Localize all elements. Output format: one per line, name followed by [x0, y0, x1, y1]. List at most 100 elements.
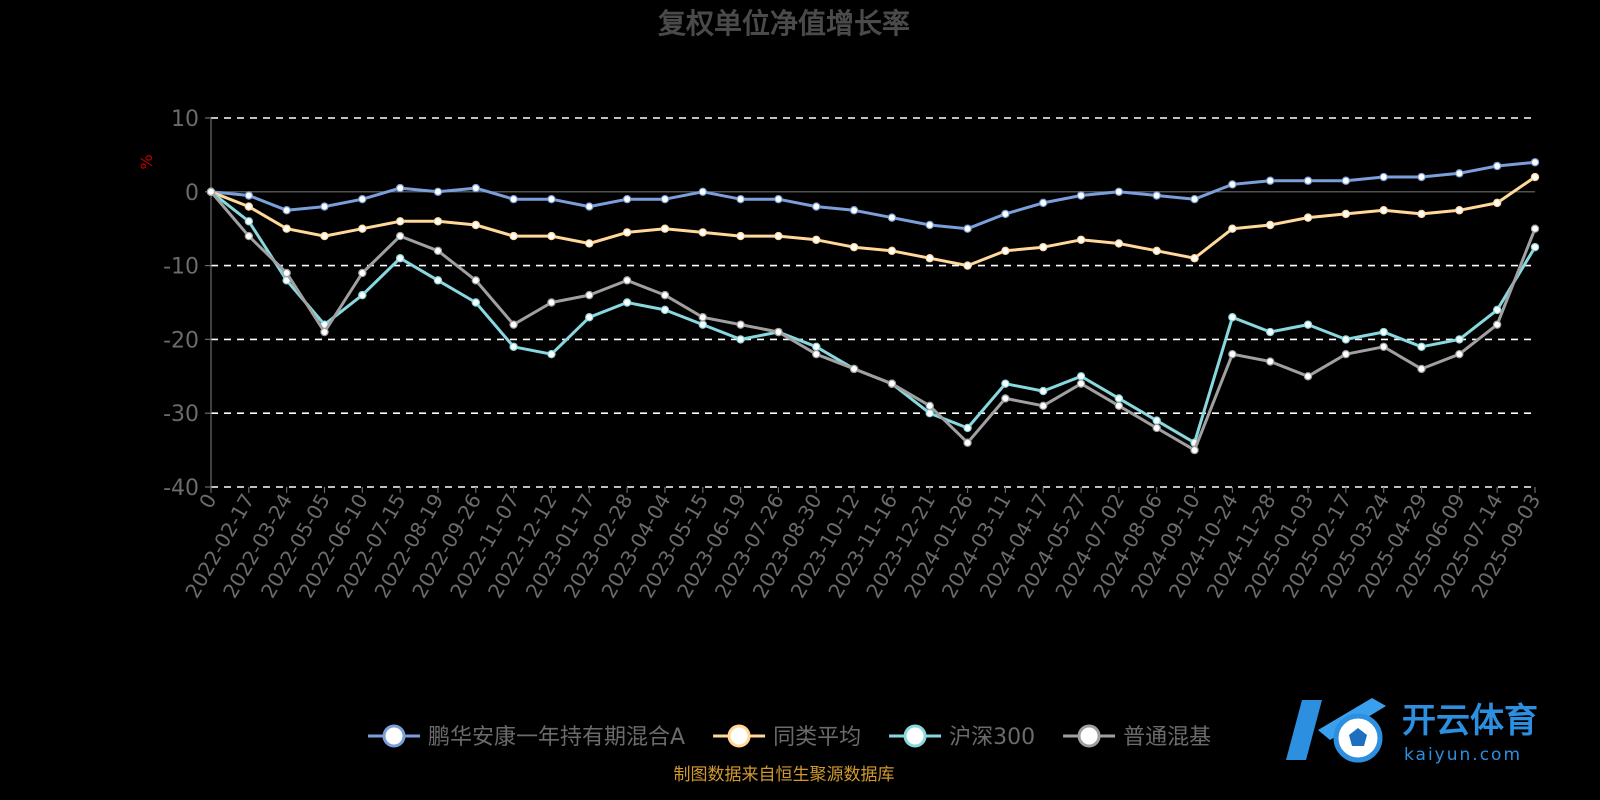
data-point — [585, 239, 594, 248]
data-point — [1417, 209, 1426, 219]
data-point — [849, 206, 859, 215]
y-tick-label: 10 — [171, 107, 199, 132]
data-point — [1114, 401, 1124, 411]
data-point — [698, 187, 707, 196]
series-1 — [206, 172, 1540, 270]
legend-swatch-marker — [1077, 724, 1101, 748]
data-point — [1039, 401, 1048, 411]
y-axis-unit: % — [137, 154, 156, 169]
y-axis: 10 0 -10 -20 -30 -40 — [163, 107, 212, 501]
data-point — [206, 187, 216, 196]
data-point — [433, 187, 443, 196]
data-point — [395, 183, 405, 193]
data-point — [509, 194, 518, 204]
data-point — [1492, 161, 1502, 171]
data-point — [547, 194, 556, 204]
data-point — [1341, 176, 1351, 185]
logo-k-mark — [1286, 700, 1322, 760]
data-point — [622, 276, 632, 285]
legend-item-1[interactable]: 同类平均 — [713, 724, 861, 750]
legend-swatch-marker — [727, 724, 751, 748]
data-point — [1001, 209, 1010, 219]
legend-swatch-marker — [382, 724, 406, 748]
data-point — [585, 313, 594, 322]
data-point — [509, 320, 518, 329]
data-point — [963, 423, 972, 433]
legend[interactable]: 鹏华安康一年持有期混合A 同类平均 沪深300 普通混基 — [368, 724, 1211, 750]
data-point — [244, 202, 254, 211]
data-point — [1265, 176, 1275, 185]
data-point — [963, 438, 972, 447]
legend-item-0[interactable]: 鹏华安康一年持有期混合A — [368, 724, 685, 750]
y-tick-label: -20 — [163, 328, 199, 353]
data-point — [1228, 180, 1237, 189]
data-point — [1076, 379, 1086, 388]
y-tick-label: 0 — [185, 181, 199, 206]
data-point — [622, 298, 632, 307]
data-point — [1152, 191, 1161, 200]
data-point — [395, 254, 405, 263]
data-point — [1228, 224, 1237, 233]
data-point — [1039, 242, 1048, 252]
legend-swatch-marker — [903, 724, 927, 748]
data-point — [925, 220, 934, 230]
data-point — [1265, 357, 1275, 366]
data-point — [849, 242, 859, 252]
data-point — [395, 231, 405, 241]
data-point — [244, 191, 254, 200]
series-line — [210, 175, 1536, 268]
data-point — [509, 231, 518, 241]
data-point — [585, 290, 594, 300]
data-point — [395, 217, 405, 226]
data-point — [660, 305, 670, 315]
data-point — [1303, 213, 1313, 222]
data-point — [471, 298, 480, 307]
data-point — [812, 235, 821, 244]
data-point — [1039, 198, 1048, 208]
data-point — [1265, 220, 1275, 230]
data-point — [547, 349, 556, 359]
data-point — [1265, 327, 1275, 337]
data-point — [1530, 242, 1540, 252]
logo-ball-patch — [1349, 728, 1367, 746]
data-point — [282, 224, 291, 233]
data-point — [547, 231, 556, 241]
data-point — [1379, 172, 1388, 182]
y-tick-label: -30 — [163, 402, 199, 427]
legend-item-2[interactable]: 沪深300 — [889, 724, 1035, 750]
data-point — [1379, 206, 1388, 215]
data-point — [358, 268, 367, 278]
legend-label: 普通混基 — [1123, 725, 1211, 750]
data-point — [1303, 176, 1313, 185]
legend-label: 鹏华安康一年持有期混合A — [428, 725, 685, 750]
data-point — [736, 335, 745, 344]
legend-item-3[interactable]: 普通混基 — [1063, 724, 1211, 750]
series-line — [209, 190, 1537, 452]
data-point — [1417, 342, 1426, 351]
data-point — [1001, 246, 1010, 256]
data-point — [433, 276, 443, 285]
series-0 — [206, 158, 1540, 233]
data-point — [1492, 305, 1502, 315]
data-point — [1341, 209, 1351, 219]
data-point — [660, 194, 670, 204]
data-point — [660, 224, 670, 233]
data-point — [698, 320, 707, 329]
data-point — [1152, 423, 1161, 433]
data-point — [887, 379, 897, 388]
data-point — [244, 231, 254, 241]
series-layer — [206, 158, 1540, 455]
x-axis: 02022-02-172022-03-242022-05-052022-06-1… — [180, 487, 1545, 602]
data-point — [812, 349, 821, 359]
data-point — [1455, 349, 1464, 359]
data-point — [698, 228, 707, 237]
data-point — [433, 217, 443, 226]
data-point — [471, 183, 480, 193]
data-point — [282, 206, 291, 215]
data-point — [1379, 342, 1388, 351]
data-point — [1114, 394, 1124, 403]
data-point — [660, 290, 670, 300]
data-point — [925, 254, 934, 263]
data-point — [1001, 394, 1010, 403]
data-point — [812, 202, 821, 211]
